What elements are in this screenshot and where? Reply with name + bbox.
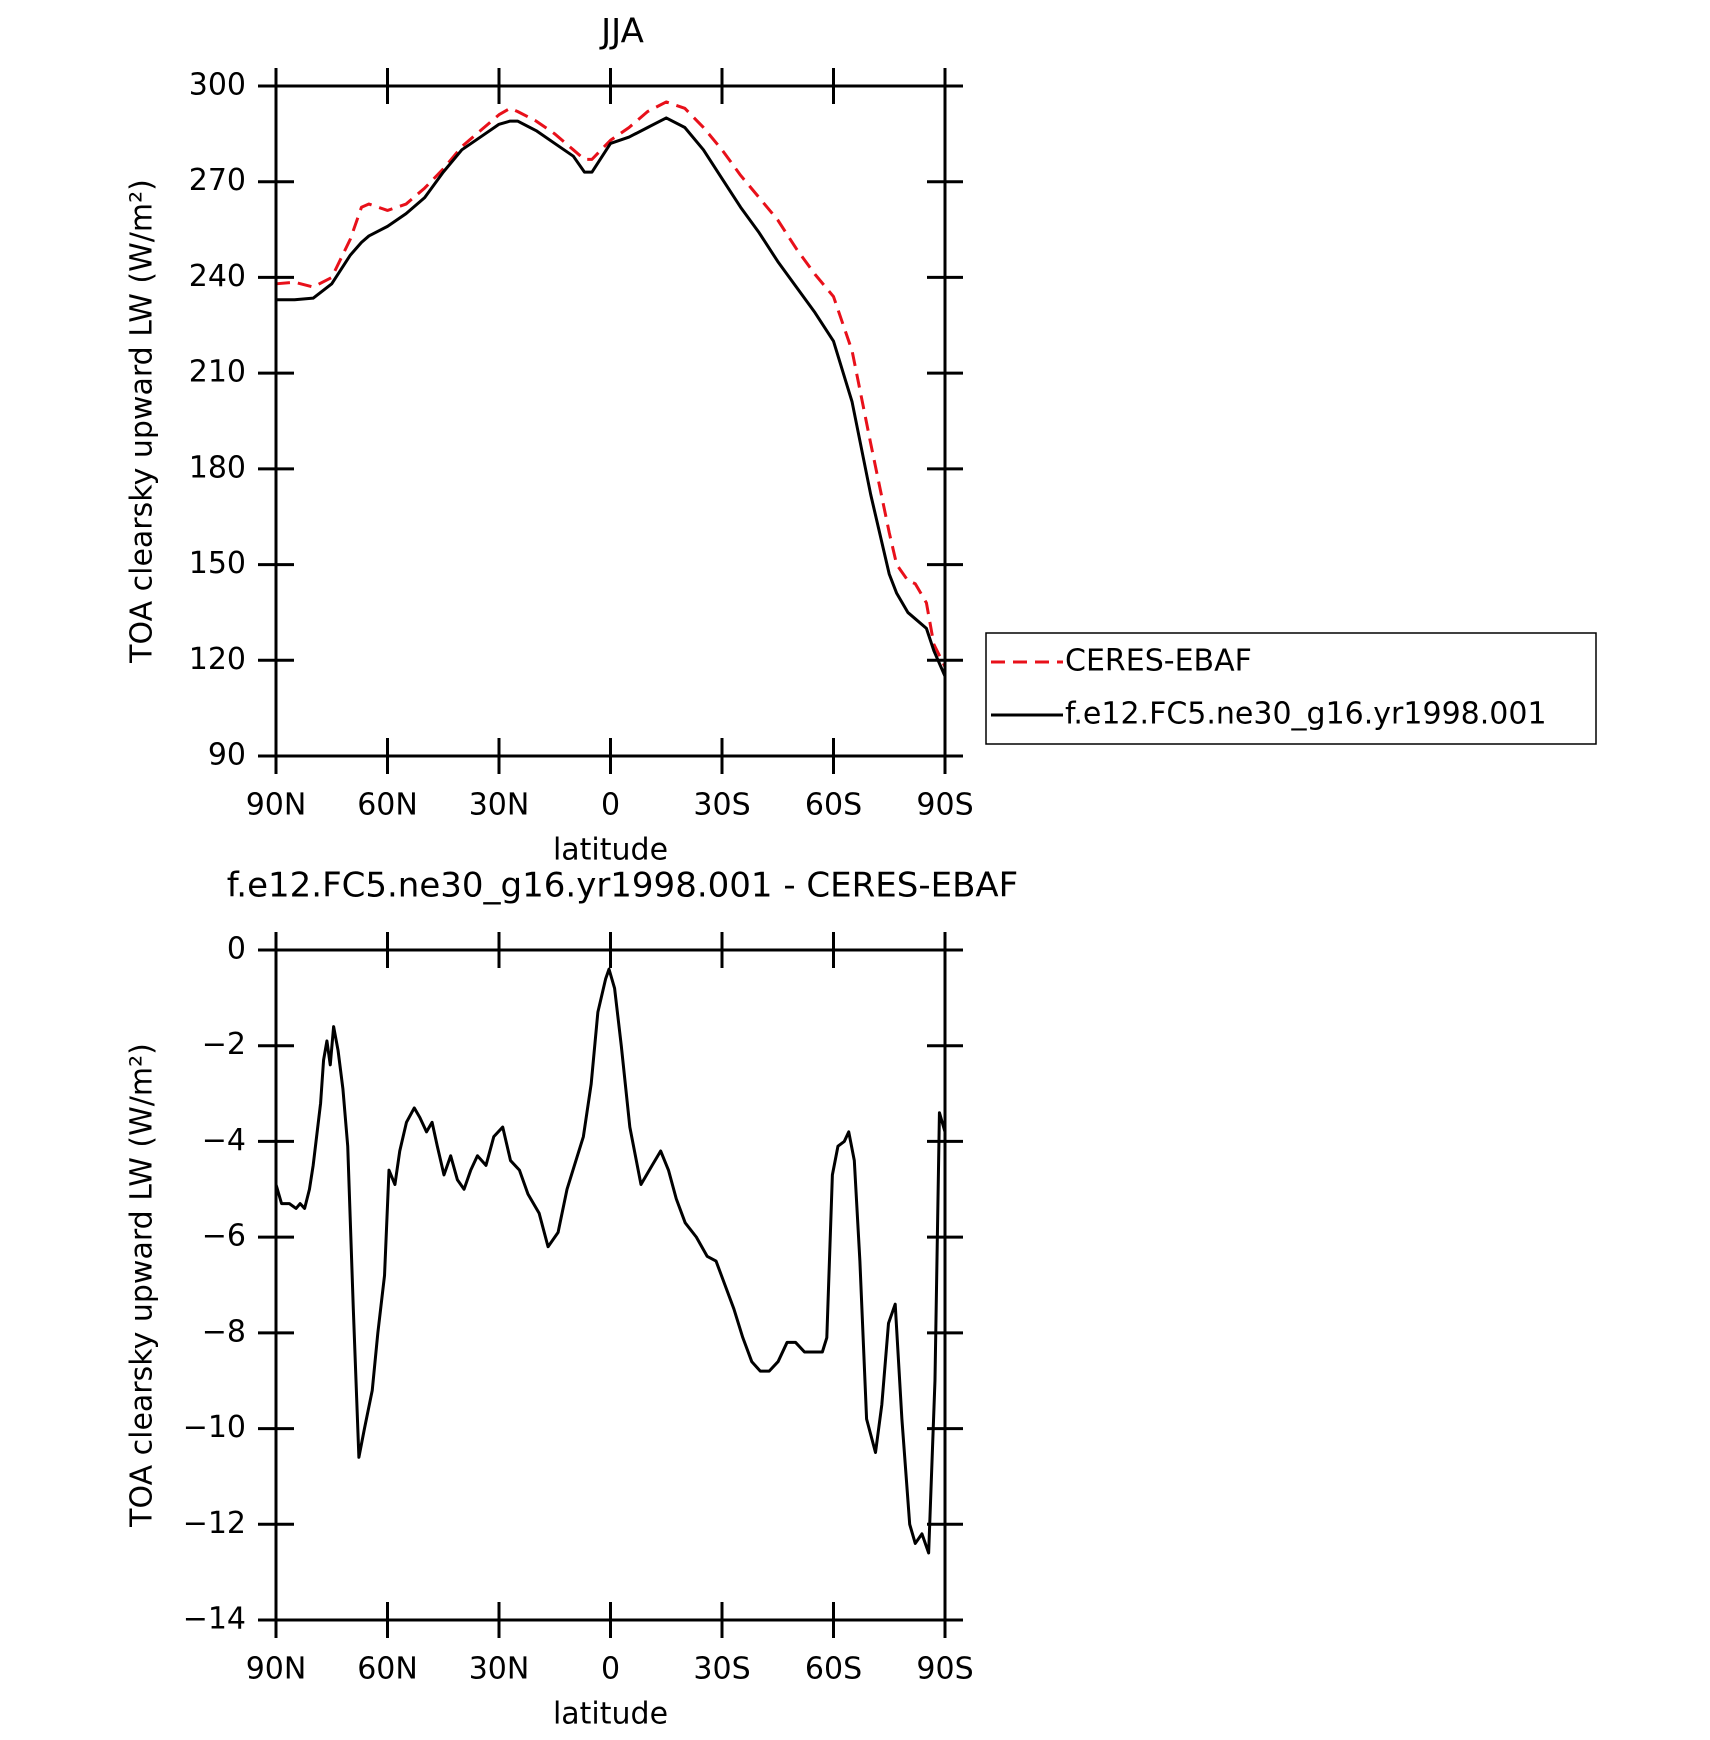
y-tick-label: −14 (183, 1602, 246, 1637)
data-line (275, 100, 947, 668)
x-tick-label: 60S (805, 788, 862, 823)
legend-box (985, 632, 1597, 745)
y-tick-label: −10 (183, 1410, 246, 1445)
data-line (276, 116, 947, 677)
y-tick-label: 300 (189, 68, 246, 103)
x-tick-label: 30N (469, 788, 530, 823)
y-tick-label: 0 (227, 932, 246, 967)
legend-label: f.e12.FC5.ne30_g16.yr1998.001 (1065, 697, 1547, 732)
chart-title: f.e12.FC5.ne30_g16.yr1998.001 - CERES-EB… (227, 866, 1018, 906)
x-tick-label: 30S (693, 788, 750, 823)
y-tick-label: 240 (189, 259, 246, 294)
y-tick-label: −4 (202, 1123, 246, 1158)
y-tick-label: 180 (189, 450, 246, 485)
y-tick-label: 90 (208, 738, 246, 773)
chart-title: JJA (599, 12, 644, 52)
y-axis-label: TOA clearsky upward LW (W/m²) (125, 179, 160, 664)
y-tick-label: −2 (202, 1027, 246, 1062)
data-line (274, 967, 947, 1555)
x-tick-label: 0 (601, 788, 620, 823)
y-tick-label: 270 (189, 163, 246, 198)
x-tick-label: 90N (246, 788, 307, 823)
x-tick-label: 60S (805, 1652, 862, 1687)
x-tick-label: 0 (601, 1652, 620, 1687)
x-tick-label: 90S (916, 1652, 973, 1687)
y-tick-label: 120 (189, 642, 246, 677)
y-axis-label: TOA clearsky upward LW (W/m²) (125, 1043, 160, 1528)
x-axis-label: latitude (553, 833, 668, 868)
y-tick-label: −12 (183, 1506, 246, 1541)
x-tick-label: 30N (469, 1652, 530, 1687)
y-tick-label: 150 (189, 546, 246, 581)
legend-label: CERES-EBAF (1065, 644, 1252, 679)
x-tick-label: 60N (357, 788, 418, 823)
y-tick-label: −8 (202, 1314, 246, 1349)
x-tick-label: 90S (916, 788, 973, 823)
x-tick-label: 60N (357, 1652, 418, 1687)
x-tick-label: 30S (693, 1652, 750, 1687)
x-axis-label: latitude (553, 1697, 668, 1732)
y-tick-label: 210 (189, 355, 246, 390)
plot-frame (274, 84, 947, 758)
y-tick-label: −6 (202, 1219, 246, 1254)
x-tick-label: 90N (246, 1652, 307, 1687)
plot-frame (274, 948, 947, 1622)
